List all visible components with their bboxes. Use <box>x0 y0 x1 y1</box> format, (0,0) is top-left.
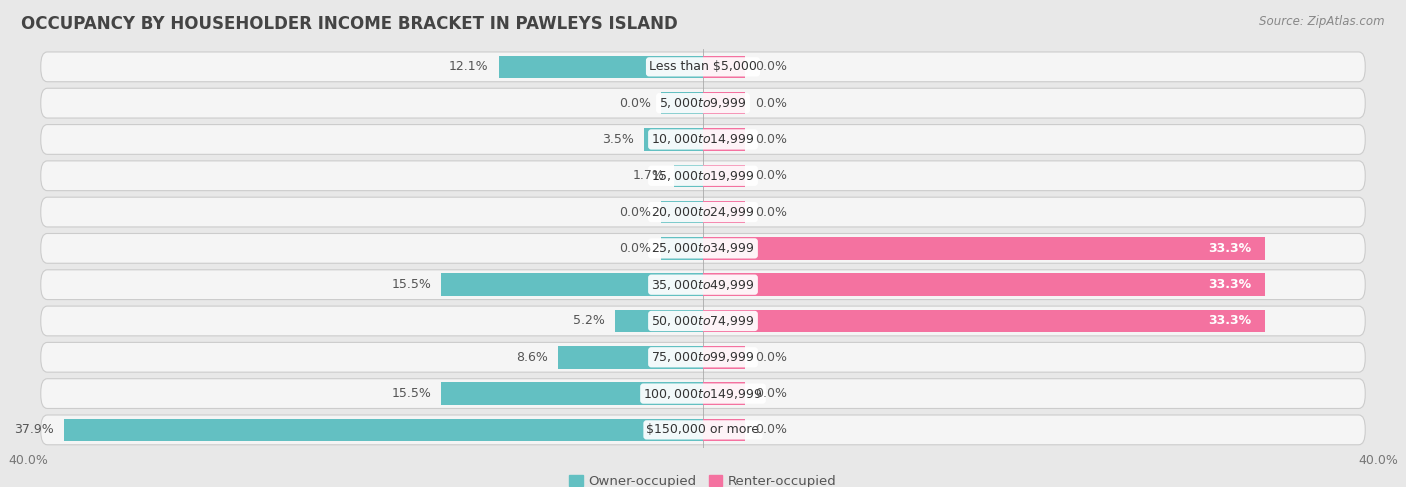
Text: 0.0%: 0.0% <box>755 169 787 182</box>
Text: 1.7%: 1.7% <box>633 169 664 182</box>
Text: $10,000 to $14,999: $10,000 to $14,999 <box>651 132 755 147</box>
FancyBboxPatch shape <box>41 306 1365 336</box>
Bar <box>703 201 745 224</box>
Text: $20,000 to $24,999: $20,000 to $24,999 <box>651 205 755 219</box>
Bar <box>703 310 1265 332</box>
Text: 0.0%: 0.0% <box>755 60 787 74</box>
Bar <box>703 273 1265 296</box>
Legend: Owner-occupied, Renter-occupied: Owner-occupied, Renter-occupied <box>564 470 842 487</box>
Text: 3.5%: 3.5% <box>602 133 634 146</box>
Bar <box>703 56 745 78</box>
Text: Less than $5,000: Less than $5,000 <box>650 60 756 74</box>
Text: 5.2%: 5.2% <box>574 315 605 327</box>
Bar <box>661 92 703 114</box>
FancyBboxPatch shape <box>41 197 1365 227</box>
Bar <box>441 382 703 405</box>
Bar <box>703 346 745 369</box>
Text: $25,000 to $34,999: $25,000 to $34,999 <box>651 242 755 255</box>
Text: 0.0%: 0.0% <box>755 133 787 146</box>
FancyBboxPatch shape <box>41 125 1365 154</box>
Text: 0.0%: 0.0% <box>755 387 787 400</box>
Text: 0.0%: 0.0% <box>755 351 787 364</box>
Bar <box>703 128 745 150</box>
Bar <box>616 310 703 332</box>
Text: 8.6%: 8.6% <box>516 351 548 364</box>
Text: 37.9%: 37.9% <box>14 423 53 436</box>
Text: OCCUPANCY BY HOUSEHOLDER INCOME BRACKET IN PAWLEYS ISLAND: OCCUPANCY BY HOUSEHOLDER INCOME BRACKET … <box>21 15 678 33</box>
FancyBboxPatch shape <box>41 161 1365 190</box>
Text: $35,000 to $49,999: $35,000 to $49,999 <box>651 278 755 292</box>
Bar <box>441 273 703 296</box>
Text: 0.0%: 0.0% <box>619 242 651 255</box>
Text: 0.0%: 0.0% <box>619 96 651 110</box>
Text: $50,000 to $74,999: $50,000 to $74,999 <box>651 314 755 328</box>
FancyBboxPatch shape <box>41 270 1365 300</box>
Text: 0.0%: 0.0% <box>755 423 787 436</box>
Text: $5,000 to $9,999: $5,000 to $9,999 <box>659 96 747 110</box>
Bar <box>661 237 703 260</box>
Bar <box>703 237 1265 260</box>
Text: 15.5%: 15.5% <box>391 387 432 400</box>
Text: 12.1%: 12.1% <box>449 60 489 74</box>
Text: $15,000 to $19,999: $15,000 to $19,999 <box>651 169 755 183</box>
Text: 33.3%: 33.3% <box>1208 278 1251 291</box>
Text: 0.0%: 0.0% <box>619 206 651 219</box>
FancyBboxPatch shape <box>41 379 1365 409</box>
Bar <box>703 419 745 441</box>
Text: 33.3%: 33.3% <box>1208 315 1251 327</box>
FancyBboxPatch shape <box>41 233 1365 263</box>
FancyBboxPatch shape <box>41 52 1365 82</box>
Bar <box>703 382 745 405</box>
Text: 0.0%: 0.0% <box>755 96 787 110</box>
Text: $150,000 or more: $150,000 or more <box>647 423 759 436</box>
Text: 0.0%: 0.0% <box>755 206 787 219</box>
Text: $100,000 to $149,999: $100,000 to $149,999 <box>644 387 762 401</box>
Bar <box>644 128 703 150</box>
Text: $75,000 to $99,999: $75,000 to $99,999 <box>651 350 755 364</box>
Bar <box>675 165 703 187</box>
Bar <box>703 92 745 114</box>
FancyBboxPatch shape <box>41 415 1365 445</box>
Bar <box>703 165 745 187</box>
Text: 15.5%: 15.5% <box>391 278 432 291</box>
Text: 33.3%: 33.3% <box>1208 242 1251 255</box>
Bar <box>63 419 703 441</box>
FancyBboxPatch shape <box>41 342 1365 372</box>
Bar <box>499 56 703 78</box>
FancyBboxPatch shape <box>41 88 1365 118</box>
Text: Source: ZipAtlas.com: Source: ZipAtlas.com <box>1260 15 1385 28</box>
Bar <box>558 346 703 369</box>
Bar <box>661 201 703 224</box>
